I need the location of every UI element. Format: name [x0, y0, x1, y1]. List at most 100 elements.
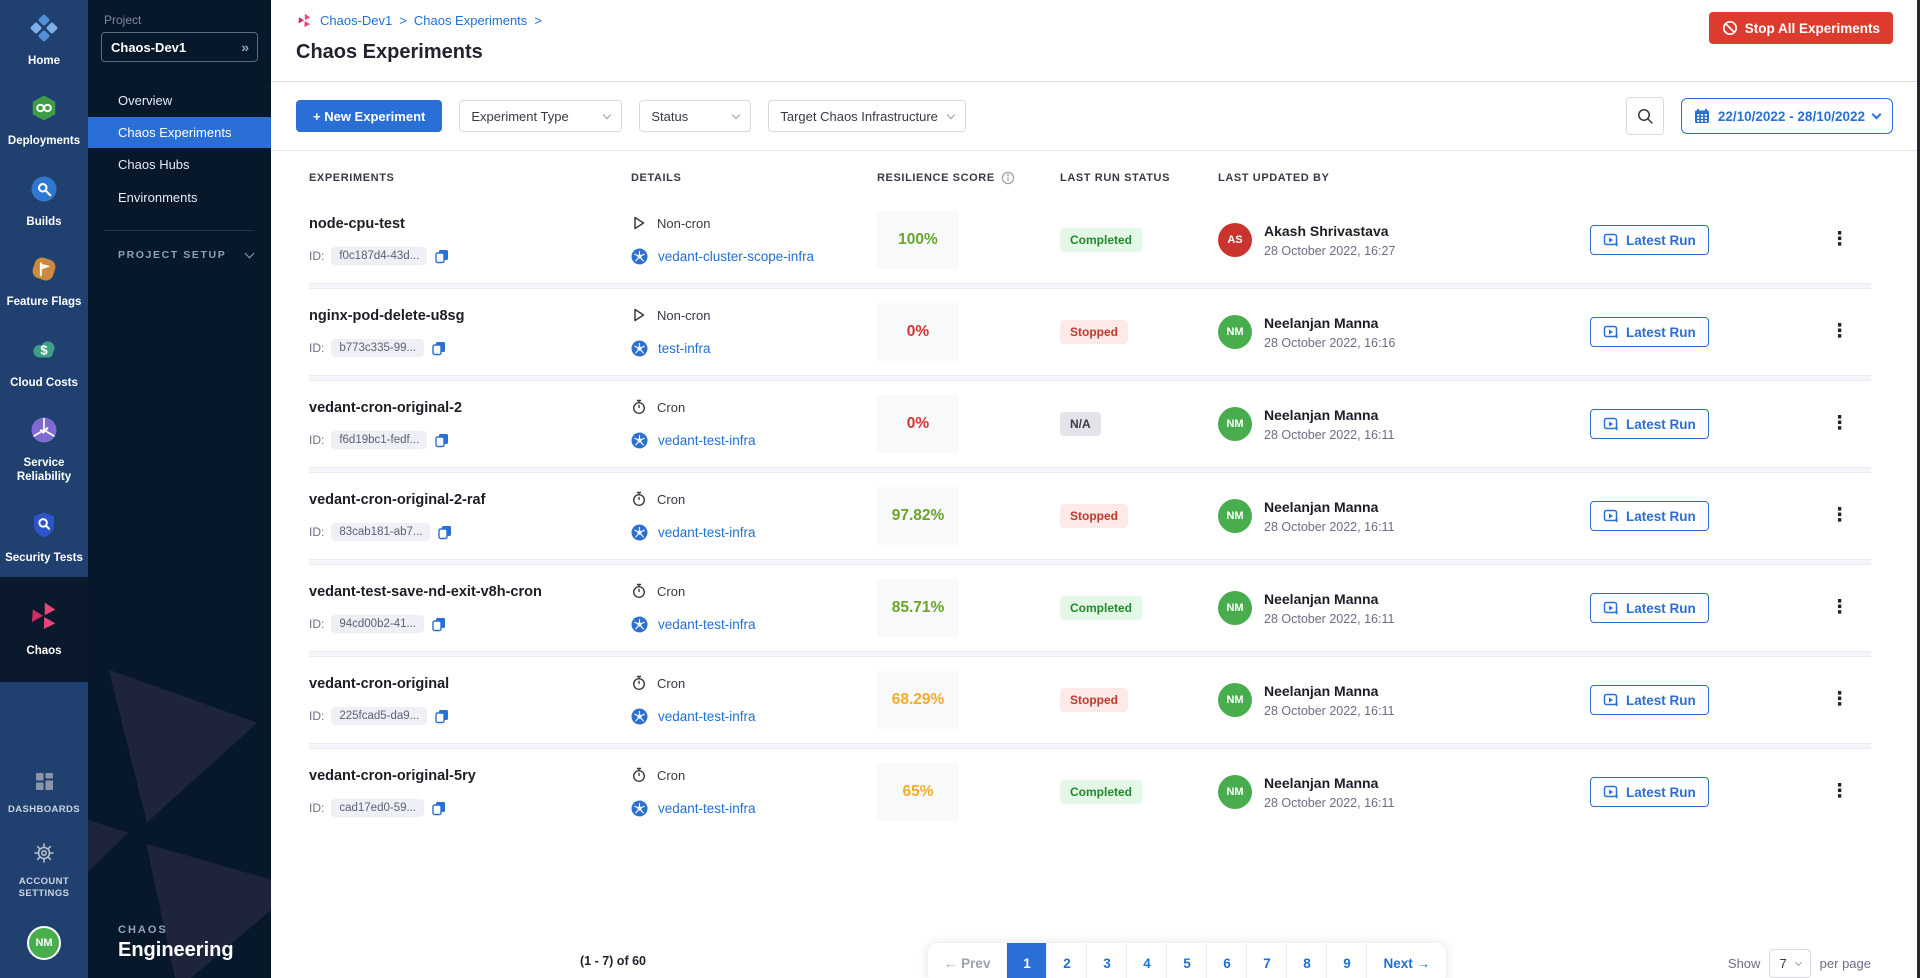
- experiment-name[interactable]: nginx-pod-delete-u8sg: [309, 307, 465, 324]
- rail-item-security-tests[interactable]: Security Tests: [0, 497, 88, 577]
- details-cell: Non-cron vedant-cluster-scope-infra: [631, 215, 877, 265]
- copy-icon[interactable]: [434, 708, 450, 724]
- latest-run-button[interactable]: Latest Run: [1590, 593, 1709, 623]
- new-experiment-button[interactable]: + New Experiment: [296, 100, 443, 132]
- latest-run-label: Latest Run: [1626, 232, 1696, 248]
- resilience-score-value: 85.71%: [877, 579, 959, 637]
- experiment-name[interactable]: vedant-test-save-nd-exit-v8h-cron: [309, 583, 542, 600]
- copy-icon[interactable]: [434, 248, 450, 264]
- kebab-menu[interactable]: ⋮: [1830, 413, 1849, 434]
- experiment-name[interactable]: node-cpu-test: [309, 215, 405, 232]
- kebab-menu[interactable]: ⋮: [1830, 505, 1849, 526]
- action-cell: Latest Run: [1590, 225, 1730, 255]
- rail-item-dashboards[interactable]: DASHBOARDS: [0, 756, 88, 828]
- page-button-5[interactable]: 5: [1167, 943, 1208, 978]
- page-button-4[interactable]: 4: [1127, 943, 1168, 978]
- user-avatar-rail[interactable]: NM: [27, 926, 61, 960]
- kebab-menu[interactable]: ⋮: [1830, 321, 1849, 342]
- next-page-button[interactable]: Next →: [1383, 956, 1430, 971]
- action-cell: Latest Run: [1590, 317, 1730, 347]
- page-button-9[interactable]: 9: [1327, 943, 1368, 978]
- search-button[interactable]: [1625, 97, 1664, 135]
- copy-icon[interactable]: [434, 432, 450, 448]
- sidebar-item-environments[interactable]: Environments: [118, 190, 198, 205]
- page-button-2[interactable]: 2: [1047, 943, 1088, 978]
- expand-projects-icon[interactable]: »: [241, 39, 249, 55]
- project-selector[interactable]: Chaos-Dev1 »: [101, 32, 258, 62]
- user-name: Akash Shrivastava: [1264, 222, 1389, 239]
- gear-icon: [32, 841, 56, 870]
- status-badge: Completed: [1060, 780, 1143, 804]
- info-icon[interactable]: [1001, 171, 1015, 185]
- status-badge: Stopped: [1060, 320, 1128, 344]
- experiment-id: f6d19bc1-fedf...: [331, 430, 428, 449]
- copy-icon[interactable]: [431, 800, 447, 816]
- copy-icon[interactable]: [437, 524, 453, 540]
- breadcrumb-page[interactable]: Chaos Experiments: [413, 13, 528, 28]
- kebab-menu[interactable]: ⋮: [1830, 781, 1849, 802]
- kebab-menu[interactable]: ⋮: [1830, 597, 1849, 618]
- rail-item-account-settings[interactable]: ACCOUNT SETTINGS: [0, 828, 88, 912]
- kebab-menu[interactable]: ⋮: [1830, 229, 1849, 250]
- show-label: Show: [1727, 956, 1761, 971]
- latest-run-button[interactable]: Latest Run: [1590, 409, 1709, 439]
- experiment-name[interactable]: vedant-cron-original: [309, 675, 450, 692]
- rail-item-home[interactable]: Home: [0, 0, 88, 80]
- experiment-id: cad17ed0-59...: [331, 798, 425, 817]
- rail-item-chaos[interactable]: Chaos: [0, 577, 88, 683]
- kebab-menu[interactable]: ⋮: [1830, 689, 1849, 710]
- page-button-6[interactable]: 6: [1207, 943, 1248, 978]
- rail-item-cloud-costs[interactable]: $ Cloud Costs: [0, 322, 88, 402]
- infrastructure-link[interactable]: vedant-test-infra: [658, 433, 756, 448]
- copy-icon[interactable]: [431, 616, 447, 632]
- stop-all-experiments-button[interactable]: Stop All Experiments: [1708, 12, 1893, 44]
- page-title: Chaos Experiments: [296, 41, 483, 63]
- sidebar-divider: [104, 230, 255, 231]
- rail-item-builds[interactable]: Builds: [0, 161, 88, 241]
- experiment-name[interactable]: vedant-cron-original-5ry: [309, 767, 476, 784]
- page-button-3[interactable]: 3: [1087, 943, 1128, 978]
- page-button-1[interactable]: 1: [1007, 943, 1048, 978]
- infrastructure-link[interactable]: vedant-test-infra: [658, 709, 756, 724]
- infrastructure-link[interactable]: vedant-test-infra: [658, 525, 756, 540]
- latest-run-button[interactable]: Latest Run: [1590, 225, 1709, 255]
- infrastructure-link[interactable]: test-infra: [658, 341, 711, 356]
- latest-run-button[interactable]: Latest Run: [1590, 317, 1709, 347]
- date-range-picker[interactable]: 22/10/2022 - 28/10/2022: [1680, 98, 1893, 134]
- project-setup-toggle[interactable]: PROJECT SETUP: [88, 248, 271, 261]
- rail-item-deployments[interactable]: Deployments: [0, 80, 88, 160]
- latest-run-button[interactable]: Latest Run: [1590, 777, 1709, 807]
- date-range-value: 22/10/2022 - 28/10/2022: [1717, 108, 1865, 124]
- page-button-7[interactable]: 7: [1247, 943, 1288, 978]
- cron-stopwatch-icon: [631, 491, 647, 507]
- copy-icon[interactable]: [431, 340, 447, 356]
- sidebar-item-chaos-experiments[interactable]: Chaos Experiments: [88, 117, 271, 148]
- rail-item-feature-flags[interactable]: Feature Flags: [0, 241, 88, 321]
- sidebar-item-overview[interactable]: Overview: [118, 93, 173, 108]
- infrastructure-link[interactable]: vedant-test-infra: [658, 617, 756, 632]
- main-content: Chaos-Dev1 > Chaos Experiments > Chaos E…: [271, 0, 1920, 978]
- latest-run-button[interactable]: Latest Run: [1590, 685, 1709, 715]
- rail-item-service-reliability[interactable]: Service Reliability: [0, 402, 88, 497]
- updated-by-cell: AS Akash Shrivastava 28 October 2022, 16…: [1218, 223, 1590, 258]
- experiment-type-filter[interactable]: Experiment Type: [459, 100, 623, 132]
- target-infrastructure-filter[interactable]: Target Chaos Infrastructure: [768, 100, 967, 132]
- breadcrumb-project[interactable]: Chaos-Dev1: [320, 13, 393, 28]
- chevron-down-icon: [244, 248, 255, 259]
- experiment-name[interactable]: vedant-cron-original-2: [309, 399, 463, 416]
- service-reliability-icon: [29, 415, 59, 450]
- page-button-8[interactable]: 8: [1287, 943, 1328, 978]
- status-filter[interactable]: Status: [639, 100, 752, 132]
- score-cell: 68.29%: [877, 671, 1060, 729]
- experiment-name[interactable]: vedant-cron-original-2-raf: [309, 491, 486, 508]
- experiment-id: 94cd00b2-41...: [331, 614, 425, 633]
- cron-stopwatch-icon: [631, 767, 647, 783]
- latest-run-button[interactable]: Latest Run: [1590, 501, 1709, 531]
- infrastructure-link[interactable]: vedant-test-infra: [658, 801, 756, 816]
- per-page-select[interactable]: 7: [1769, 949, 1811, 978]
- infrastructure-link[interactable]: vedant-cluster-scope-infra: [658, 249, 815, 264]
- table-row: vedant-cron-original-5ry ID: cad17ed0-59…: [309, 749, 1871, 835]
- table-row: vedant-cron-original-2-raf ID: 83cab181-…: [309, 473, 1871, 559]
- sidebar-item-chaos-hubs[interactable]: Chaos Hubs: [118, 157, 190, 172]
- prev-page-button[interactable]: ← Prev: [928, 943, 1008, 978]
